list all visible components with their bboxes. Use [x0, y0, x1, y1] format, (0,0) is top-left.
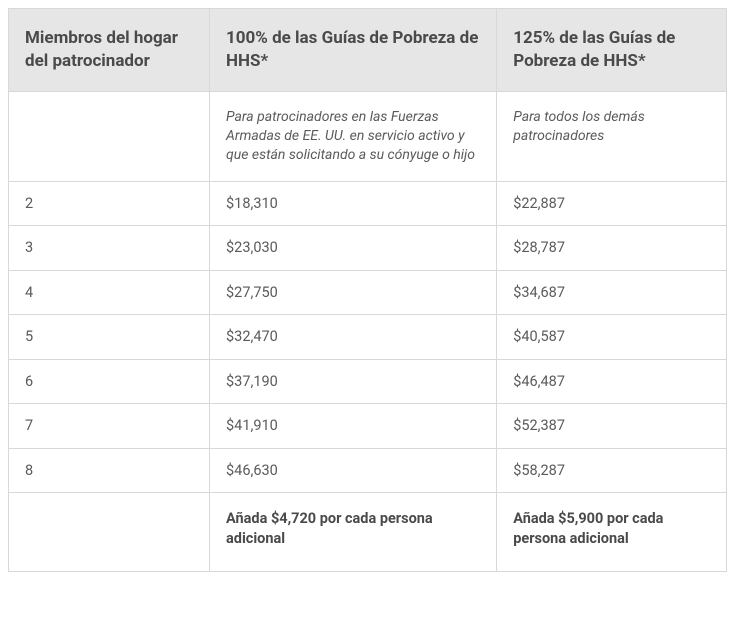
cell-members: 4 — [9, 270, 210, 315]
table-row: 3 $23,030 $28,787 — [9, 226, 727, 271]
cell-100pct: $27,750 — [210, 270, 497, 315]
cell-100pct: $18,310 — [210, 181, 497, 226]
cell-125pct: $28,787 — [497, 226, 727, 271]
header-household: Miembros del hogar del patrocinador — [9, 9, 210, 92]
cell-members: 7 — [9, 404, 210, 449]
cell-100pct: $32,470 — [210, 315, 497, 360]
table-row: 4 $27,750 $34,687 — [9, 270, 727, 315]
cell-members: 3 — [9, 226, 210, 271]
subheader-100pct: Para patrocinadores en las Fuerzas Armad… — [210, 91, 497, 181]
cell-125pct: $58,287 — [497, 448, 727, 493]
cell-members: 2 — [9, 181, 210, 226]
subheader-125pct: Para todos los demás patrocinadores — [497, 91, 727, 181]
table-row: 7 $41,910 $52,387 — [9, 404, 727, 449]
cell-125pct: $52,387 — [497, 404, 727, 449]
cell-125pct: $40,587 — [497, 315, 727, 360]
cell-100pct: $41,910 — [210, 404, 497, 449]
subheader-row: Para patrocinadores en las Fuerzas Armad… — [9, 91, 727, 181]
footer-100pct: Añada $4,720 por cada persona adicional — [210, 493, 497, 571]
footer-row: Añada $4,720 por cada persona adicional … — [9, 493, 727, 571]
table-row: 8 $46,630 $58,287 — [9, 448, 727, 493]
cell-members: 5 — [9, 315, 210, 360]
cell-100pct: $46,630 — [210, 448, 497, 493]
cell-members: 6 — [9, 359, 210, 404]
header-125pct: 125% de las Guías de Pobreza de HHS* — [497, 9, 727, 92]
cell-125pct: $34,687 — [497, 270, 727, 315]
footer-125pct: Añada $5,900 por cada persona adicional — [497, 493, 727, 571]
cell-members: 8 — [9, 448, 210, 493]
footer-blank — [9, 493, 210, 571]
cell-100pct: $23,030 — [210, 226, 497, 271]
poverty-guidelines-table: Miembros del hogar del patrocinador 100%… — [8, 8, 727, 572]
table-row: 6 $37,190 $46,487 — [9, 359, 727, 404]
table-row: 5 $32,470 $40,587 — [9, 315, 727, 360]
cell-125pct: $46,487 — [497, 359, 727, 404]
cell-125pct: $22,887 — [497, 181, 727, 226]
header-100pct: 100% de las Guías de Pobreza de HHS* — [210, 9, 497, 92]
table-row: 2 $18,310 $22,887 — [9, 181, 727, 226]
subheader-blank — [9, 91, 210, 181]
cell-100pct: $37,190 — [210, 359, 497, 404]
header-row: Miembros del hogar del patrocinador 100%… — [9, 9, 727, 92]
